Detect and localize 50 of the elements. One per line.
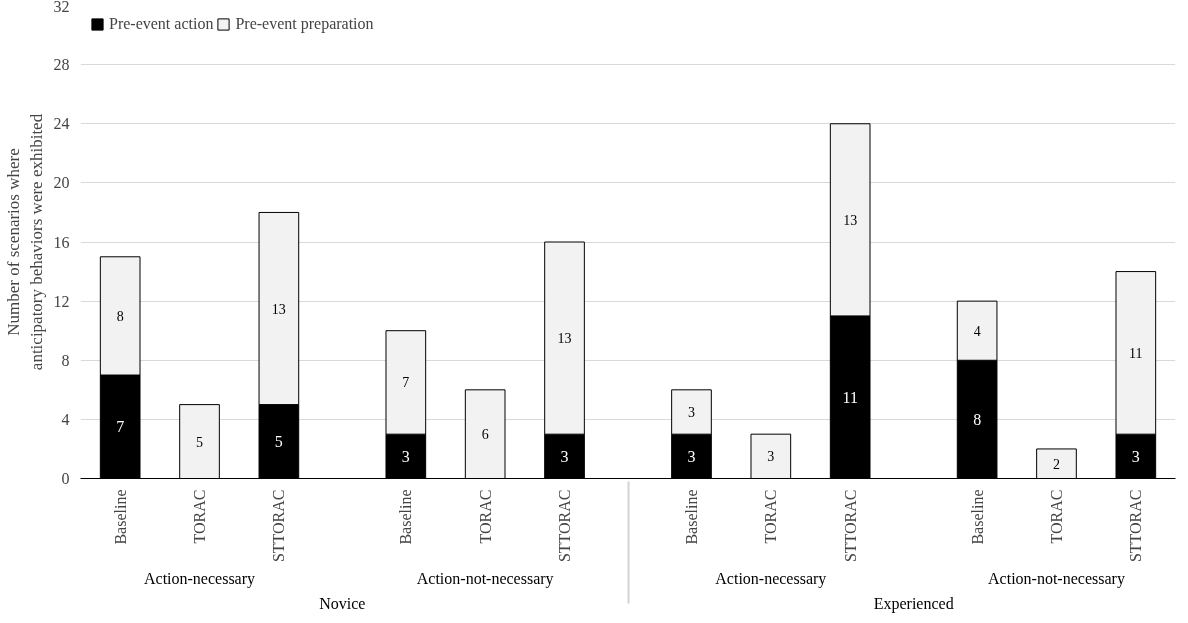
x-tick-label: Baseline xyxy=(397,489,415,545)
data-label: 3 xyxy=(687,447,696,465)
text: Novice xyxy=(319,595,366,613)
x-tick-label: TORAC xyxy=(762,489,780,544)
text: Action-not-necessary xyxy=(416,570,554,589)
x-tick-label: Baseline xyxy=(968,489,986,545)
x-tick-label: STTORAC xyxy=(1127,489,1145,563)
data-label: 13 xyxy=(843,212,858,228)
x-tick-label: Baseline xyxy=(111,489,129,545)
x-tick-label: TORAC xyxy=(1047,489,1065,544)
text: Action-necessary xyxy=(715,570,827,589)
x-tick-label: TORAC xyxy=(191,489,209,544)
y-tick-label: 8 xyxy=(61,351,70,369)
legend-label: Pre-event preparation xyxy=(235,15,374,33)
x-tick-label: TORAC xyxy=(476,489,494,544)
data-label: 13 xyxy=(557,331,572,347)
y-tick-label: 24 xyxy=(53,115,70,133)
data-label: 8 xyxy=(973,410,982,428)
y-tick-label: 32 xyxy=(53,0,70,15)
data-label: 3 xyxy=(560,447,569,465)
data-label: 7 xyxy=(402,375,410,391)
x-tick-label: STTORAC xyxy=(841,489,859,563)
data-label: 5 xyxy=(274,433,283,451)
data-label: 2 xyxy=(1052,456,1060,472)
data-label: 3 xyxy=(1131,447,1140,465)
x-tick-label: STTORAC xyxy=(556,489,574,563)
y-tick-label: 20 xyxy=(53,174,70,192)
data-label: 11 xyxy=(842,388,858,406)
text: Experienced xyxy=(873,595,954,614)
data-label: 3 xyxy=(401,447,410,465)
y-tick-label: 12 xyxy=(53,292,70,310)
x-tick-label: Baseline xyxy=(682,489,700,545)
data-label: 4 xyxy=(973,323,981,339)
data-label: 6 xyxy=(481,427,489,443)
y-tick-label: 0 xyxy=(61,470,70,487)
x-tick-label: STTORAC xyxy=(270,489,288,563)
data-label: 5 xyxy=(196,434,204,450)
data-label: 7 xyxy=(116,418,125,436)
legend-label: Pre-event action xyxy=(109,15,214,33)
data-label: 11 xyxy=(1129,345,1143,361)
data-label: 13 xyxy=(271,301,286,317)
data-label: 8 xyxy=(116,308,124,324)
data-label: 3 xyxy=(687,404,695,420)
y-tick-label: 4 xyxy=(61,410,70,428)
data-label: 3 xyxy=(767,449,775,465)
y-tick-label: 16 xyxy=(53,233,70,251)
y-axis-title: Number of scenarios where anticipatory behaviors were exhibited xyxy=(3,113,46,371)
text: Action-not-necessary xyxy=(988,570,1125,589)
text: Action-necessary xyxy=(143,570,256,589)
y-tick-label: 28 xyxy=(53,56,70,74)
